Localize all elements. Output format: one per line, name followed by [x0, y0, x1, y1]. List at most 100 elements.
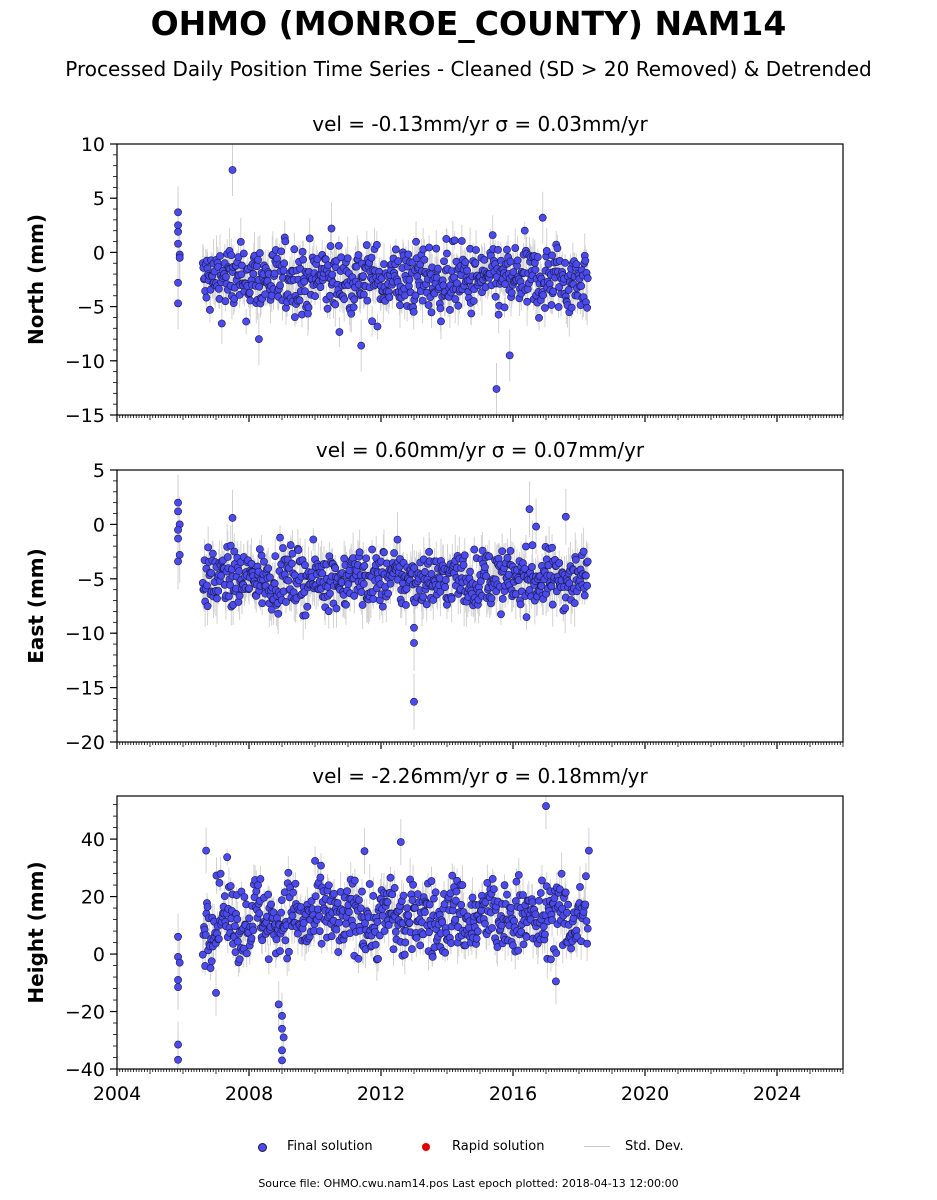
data-point: [552, 949, 561, 957]
data-point: [368, 317, 376, 326]
data-point: [174, 227, 182, 236]
data-point: [223, 853, 232, 862]
data-point: [536, 889, 545, 897]
data-point: [402, 584, 411, 593]
data-point: [437, 317, 445, 326]
data-point: [276, 533, 284, 542]
data-point: [204, 543, 213, 552]
data-point: [409, 307, 418, 316]
data-point: [541, 304, 549, 312]
data-point: [350, 295, 359, 304]
data-point: [174, 932, 182, 941]
data-point: [498, 547, 507, 556]
x-tick-label: 2004: [93, 1083, 141, 1105]
y-tick-label: −5: [77, 569, 105, 591]
data-point: [500, 303, 509, 312]
data-point: [500, 881, 509, 890]
data-point: [315, 927, 324, 935]
data-point: [264, 955, 273, 964]
data-point: [214, 587, 223, 595]
data-point: [532, 522, 540, 531]
data-point: [491, 292, 500, 301]
data-point: [258, 936, 267, 945]
x-tick-label: 2020: [621, 1083, 669, 1105]
data-point: [355, 896, 363, 905]
data-point: [290, 313, 299, 322]
north-panel: 10 5 0 −5 −10 −15 North (mm) vel = -0.13mm/yr σ…: [24, 112, 844, 427]
data-point: [226, 581, 235, 589]
data-point: [331, 300, 340, 309]
y-tick-label: −20: [65, 732, 105, 754]
data-layer: [174, 474, 592, 730]
data-point: [555, 559, 564, 567]
data-point: [503, 553, 512, 562]
data-point: [513, 256, 522, 265]
data-point: [208, 549, 217, 558]
data-point: [284, 576, 293, 585]
data-point: [279, 266, 288, 275]
data-point: [583, 924, 592, 933]
data-point: [202, 846, 210, 855]
data-point: [483, 879, 492, 887]
data-point: [245, 914, 254, 923]
data-point: [362, 554, 371, 563]
data-point: [394, 257, 403, 266]
data-point: [384, 921, 393, 929]
data-point: [344, 580, 353, 589]
data-point: [175, 958, 184, 967]
x-tick-label: 2016: [489, 1083, 537, 1105]
data-point: [354, 251, 363, 259]
data-point: [459, 561, 468, 569]
data-point: [428, 952, 437, 961]
data-point: [420, 255, 429, 264]
data-point: [450, 236, 459, 245]
data-point: [522, 613, 531, 622]
data-point: [242, 949, 251, 958]
data-point: [471, 259, 480, 267]
data-point: [300, 277, 309, 286]
data-point: [400, 950, 409, 959]
data-point: [215, 878, 224, 887]
data-point: [245, 288, 254, 297]
data-point: [480, 256, 489, 264]
data-point: [488, 231, 497, 240]
data-point: [478, 546, 487, 555]
y-tick-label: −40: [65, 1059, 105, 1081]
data-point: [323, 304, 332, 313]
data-point: [581, 900, 590, 909]
data-point: [411, 291, 420, 300]
data-point: [427, 877, 436, 885]
data-point: [507, 903, 515, 912]
data-point: [555, 885, 564, 894]
data-point: [318, 569, 327, 578]
data-point: [570, 599, 579, 608]
y-axis-label: East (mm): [24, 548, 48, 664]
data-point: [247, 934, 256, 943]
data-point: [567, 944, 575, 953]
data-point: [485, 552, 494, 561]
data-point: [274, 609, 283, 618]
data-point: [408, 896, 417, 904]
data-point: [358, 601, 367, 609]
data-point: [425, 243, 434, 252]
panel-title-velocity: vel = 0.60mm/yr: [316, 438, 492, 462]
data-point: [255, 282, 264, 291]
data-point: [487, 594, 496, 603]
data-point: [174, 1040, 182, 1049]
data-point: [528, 541, 537, 550]
data-point: [279, 544, 287, 552]
data-point: [431, 888, 440, 897]
data-point: [234, 598, 243, 606]
data-point: [174, 278, 182, 287]
data-point: [548, 600, 557, 609]
y-tick-label: 5: [93, 460, 105, 482]
data-point: [230, 922, 239, 930]
data-point: [286, 541, 295, 549]
data-point: [343, 254, 352, 263]
data-point: [255, 545, 264, 554]
data-point: [374, 954, 382, 963]
data-point: [488, 924, 496, 932]
data-point: [564, 285, 573, 294]
data-point: [202, 293, 211, 302]
y-tick-label: −5: [77, 297, 105, 319]
